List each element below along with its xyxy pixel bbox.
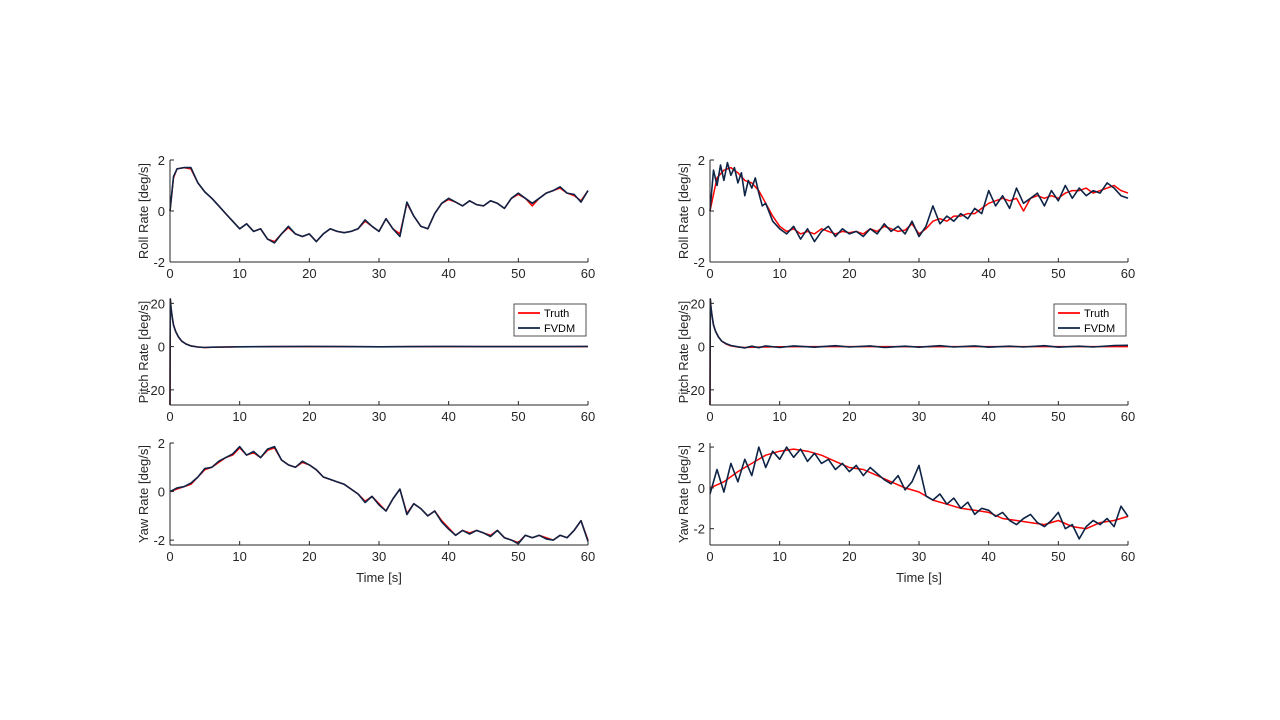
x-tick-label: 40: [981, 409, 995, 424]
x-tick-label: 50: [1051, 409, 1065, 424]
x-tick-label: 30: [912, 549, 926, 564]
x-tick-label: 30: [372, 266, 386, 281]
x-tick-label: 50: [511, 266, 525, 281]
x-tick-label: 10: [772, 409, 786, 424]
x-tick-label: 60: [581, 266, 595, 281]
x-tick-label: 60: [581, 409, 595, 424]
x-tick-label: 50: [1051, 549, 1065, 564]
x-tick-label: 0: [706, 266, 713, 281]
x-tick-label: 10: [772, 266, 786, 281]
series-line-fvdm: [709, 446, 1129, 540]
x-tick-label: 30: [912, 266, 926, 281]
y-tick-label: -2: [693, 522, 705, 537]
x-tick-label: 10: [232, 409, 246, 424]
x-tick-label: 10: [232, 266, 246, 281]
y-tick-label: 2: [158, 436, 165, 451]
x-axis-label: Time [s]: [356, 570, 402, 585]
x-tick-label: 0: [166, 409, 173, 424]
x-tick-label: 40: [981, 549, 995, 564]
x-tick-label: 60: [1121, 409, 1135, 424]
y-axis-label: Pitch Rate [deg/s]: [136, 301, 151, 404]
y-tick-label: 2: [158, 153, 165, 168]
y-tick-label: -20: [686, 383, 705, 398]
y-tick-label: 0: [698, 204, 705, 219]
x-axis-label: Time [s]: [896, 570, 942, 585]
y-axis-label: Pitch Rate [deg/s]: [676, 301, 691, 404]
series-line-fvdm: [169, 298, 589, 406]
x-tick-label: 30: [372, 409, 386, 424]
y-tick-label: 0: [158, 485, 165, 500]
legend-label-truth: Truth: [544, 308, 569, 320]
x-tick-label: 20: [302, 549, 316, 564]
legend-box: [513, 303, 587, 337]
x-tick-label: 60: [1121, 549, 1135, 564]
x-tick-label: 20: [842, 549, 856, 564]
x-tick-label: 60: [1121, 266, 1135, 281]
x-tick-label: 40: [441, 266, 455, 281]
x-tick-label: 0: [166, 266, 173, 281]
x-tick-label: 40: [441, 549, 455, 564]
x-tick-label: 50: [511, 549, 525, 564]
x-tick-label: 10: [232, 549, 246, 564]
y-tick-label: 0: [698, 481, 705, 496]
x-tick-label: 0: [706, 549, 713, 564]
series-line-truth: [709, 448, 1129, 530]
x-tick-label: 20: [302, 409, 316, 424]
legend: Truth FVDM: [513, 303, 587, 337]
y-axis-label: Yaw Rate [deg/s]: [676, 445, 691, 543]
x-tick-label: 40: [981, 266, 995, 281]
legend-label-fvdm: FVDM: [1084, 323, 1115, 335]
legend-label-fvdm: FVDM: [544, 323, 575, 335]
x-tick-label: 40: [441, 409, 455, 424]
series-line-fvdm: [709, 298, 1129, 406]
x-tick-label: 20: [842, 266, 856, 281]
x-tick-label: 50: [1051, 266, 1065, 281]
x-tick-label: 20: [302, 266, 316, 281]
y-tick-label: 20: [151, 296, 165, 311]
series-line-truth: [709, 166, 1129, 235]
legend: Truth FVDM: [1053, 303, 1127, 337]
y-axis-label: Yaw Rate [deg/s]: [136, 445, 151, 543]
series-line-fvdm: [709, 161, 1129, 243]
y-tick-label: 0: [158, 204, 165, 219]
x-tick-label: 50: [511, 409, 525, 424]
x-tick-label: 0: [166, 549, 173, 564]
series-line-fvdm: [169, 166, 589, 244]
y-axis-label: Roll Rate [deg/s]: [136, 163, 151, 259]
x-tick-label: 60: [581, 549, 595, 564]
y-tick-label: -2: [153, 533, 165, 548]
y-tick-label: -20: [146, 383, 165, 398]
y-tick-label: 2: [698, 153, 705, 168]
y-tick-label: -2: [153, 255, 165, 270]
x-tick-label: 10: [772, 549, 786, 564]
y-tick-label: 0: [158, 340, 165, 355]
x-tick-label: 20: [842, 409, 856, 424]
y-axis-label: Roll Rate [deg/s]: [676, 163, 691, 259]
y-tick-label: 0: [698, 340, 705, 355]
y-tick-label: 20: [691, 296, 705, 311]
x-tick-label: 30: [372, 549, 386, 564]
legend-label-truth: Truth: [1084, 308, 1109, 320]
legend-box: [1053, 303, 1127, 337]
x-tick-label: 30: [912, 409, 926, 424]
x-tick-label: 0: [706, 409, 713, 424]
y-tick-label: 2: [698, 440, 705, 455]
y-tick-label: -2: [693, 255, 705, 270]
